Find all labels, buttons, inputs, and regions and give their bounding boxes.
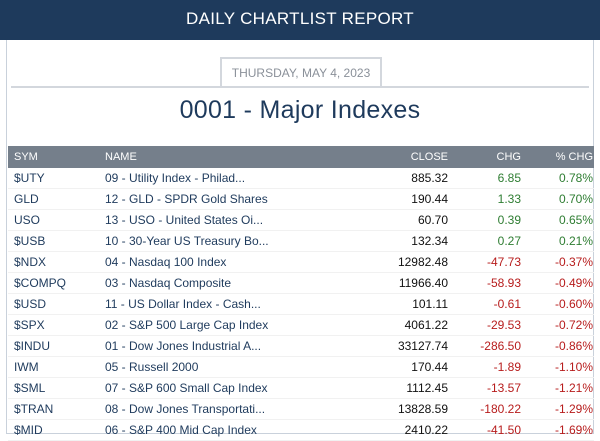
- report-header: DAILY CHARTLIST REPORT: [0, 0, 600, 40]
- close-value: 60.70: [417, 213, 448, 227]
- divider: [11, 86, 589, 88]
- percent-change-value: -1.69%: [554, 423, 593, 437]
- index-name-link[interactable]: 08 - Dow Jones Transportati...: [105, 402, 266, 416]
- symbol-link[interactable]: $SML: [14, 381, 46, 395]
- symbol-link[interactable]: $UTY: [14, 171, 45, 185]
- report-date: THURSDAY, MAY 4, 2023: [220, 57, 382, 86]
- change-value: -29.53: [486, 318, 521, 332]
- close-value: 4061.22: [404, 318, 448, 332]
- index-name-link[interactable]: 06 - S&P 400 Mid Cap Index: [105, 423, 257, 437]
- percent-change-value: -1.29%: [554, 402, 593, 416]
- report-panel: THURSDAY, MAY 4, 2023 0001 - Major Index…: [6, 40, 594, 441]
- index-name-link[interactable]: 11 - US Dollar Index - Cash...: [105, 297, 261, 311]
- table-row[interactable]: IWM 05 - Russell 2000 170.44 -1.89 -1.10%: [8, 357, 594, 378]
- percent-change-value: -0.49%: [554, 276, 593, 290]
- change-value: -13.57: [486, 381, 521, 395]
- percent-change-value: -1.21%: [554, 381, 593, 395]
- close-value: 132.34: [411, 234, 448, 248]
- close-value: 2410.22: [404, 423, 448, 437]
- percent-change-value: 0.65%: [558, 213, 593, 227]
- index-name-link[interactable]: 09 - Utility Index - Philad...: [105, 171, 246, 185]
- change-value: -41.50: [486, 423, 521, 437]
- column-header-close[interactable]: CLOSE: [410, 151, 448, 163]
- change-value: 6.85: [497, 171, 521, 185]
- percent-change-value: 0.70%: [558, 192, 593, 206]
- table-row[interactable]: $USD 11 - US Dollar Index - Cash... 101.11…: [8, 294, 594, 315]
- close-value: 13828.59: [397, 402, 448, 416]
- column-header-pct-chg[interactable]: % CHG: [555, 151, 593, 163]
- percent-change-value: -0.60%: [554, 297, 593, 311]
- percent-change-value: -1.10%: [554, 360, 593, 374]
- close-value: 33127.74: [397, 339, 448, 353]
- table-header: SYM NAME CLOSE CHG % CHG: [8, 146, 594, 168]
- percent-change-value: -0.37%: [554, 255, 593, 269]
- table-row[interactable]: $COMPQ 03 - Nasdaq Composite 11966.40 -58.9…: [8, 273, 594, 294]
- symbol-link[interactable]: $USB: [14, 234, 46, 248]
- percent-change-value: -0.86%: [554, 339, 593, 353]
- change-value: 0.27: [497, 234, 521, 248]
- index-name-link[interactable]: 04 - Nasdaq 100 Index: [105, 255, 227, 269]
- table-row[interactable]: $SML 07 - S&P 600 Small Cap Index 1112.45 -…: [8, 378, 594, 399]
- percent-change-value: 0.78%: [558, 171, 593, 185]
- index-name-link[interactable]: 10 - 30-Year US Treasury Bo...: [105, 234, 269, 248]
- close-value: 885.32: [411, 171, 448, 185]
- symbol-link[interactable]: $COMPQ: [14, 276, 67, 290]
- symbol-link[interactable]: USO: [14, 213, 41, 227]
- symbol-link[interactable]: GLD: [14, 192, 39, 206]
- symbol-link[interactable]: $NDX: [14, 255, 47, 269]
- change-value: -1.89: [493, 360, 521, 374]
- symbol-link[interactable]: $MID: [14, 423, 43, 437]
- column-header-name[interactable]: NAME: [105, 151, 137, 163]
- index-name-link[interactable]: 03 - Nasdaq Composite: [105, 276, 232, 290]
- table-row[interactable]: GLD 12 - GLD - SPDR Gold Shares 190.44 1.33…: [8, 189, 594, 210]
- close-value: 11966.40: [398, 276, 448, 290]
- symbol-link[interactable]: $USD: [14, 297, 47, 311]
- table-row[interactable]: $TRAN 08 - Dow Jones Transportati... 13828…: [8, 399, 594, 420]
- change-value: -0.61: [493, 297, 521, 311]
- table-body: $UTY 09 - Utility Index - Philad... 885.32…: [8, 168, 594, 441]
- index-name-link[interactable]: 02 - S&P 500 Large Cap Index: [105, 318, 269, 332]
- column-header-chg[interactable]: CHG: [496, 151, 521, 163]
- table-row[interactable]: $MID 06 - S&P 400 Mid Cap Index 2410.22 -41…: [8, 420, 594, 441]
- index-name-link[interactable]: 01 - Dow Jones Industrial A...: [105, 339, 262, 353]
- chartlist-title: 0001 - Major Indexes: [179, 96, 421, 124]
- symbol-link[interactable]: $TRAN: [14, 402, 54, 416]
- close-value: 101.11: [412, 297, 448, 311]
- change-value: 0.39: [497, 213, 521, 227]
- index-name-link[interactable]: 07 - S&P 600 Small Cap Index: [105, 381, 268, 395]
- table-row[interactable]: $SPX 02 - S&P 500 Large Cap Index 4061.22 -…: [8, 315, 594, 336]
- close-value: 190.44: [411, 192, 448, 206]
- column-header-sym[interactable]: SYM: [14, 151, 38, 163]
- indexes-table: SYM NAME CLOSE CHG % CHG $UTY 09 - Utilit…: [8, 146, 594, 441]
- change-value: -47.73: [486, 255, 521, 269]
- table-row[interactable]: USO 13 - USO - United States Oi... 60.70 0.…: [8, 210, 594, 231]
- index-name-link[interactable]: 13 - USO - United States Oi...: [105, 213, 264, 227]
- table-row[interactable]: $INDU 01 - Dow Jones Industrial A... 33127…: [8, 336, 594, 357]
- change-value: 1.33: [497, 192, 521, 206]
- index-name-link[interactable]: 12 - GLD - SPDR Gold Shares: [105, 192, 268, 206]
- table-row[interactable]: $USB 10 - 30-Year US Treasury Bo... 132.34…: [8, 231, 594, 252]
- close-value: 12982.48: [397, 255, 448, 269]
- change-value: -286.50: [480, 339, 521, 353]
- close-value: 1112.45: [406, 381, 448, 395]
- symbol-link[interactable]: $SPX: [14, 318, 45, 332]
- index-name-link[interactable]: 05 - Russell 2000: [105, 360, 199, 374]
- close-value: 170.44: [411, 360, 448, 374]
- table-row[interactable]: $UTY 09 - Utility Index - Philad... 885.32…: [8, 168, 594, 189]
- change-value: -180.22: [480, 402, 521, 416]
- table-row[interactable]: $NDX 04 - Nasdaq 100 Index 12982.48 -47.73 -…: [8, 252, 594, 273]
- percent-change-value: 0.21%: [558, 234, 593, 248]
- change-value: -58.93: [486, 276, 521, 290]
- symbol-link[interactable]: $INDU: [14, 339, 51, 353]
- symbol-link[interactable]: IWM: [14, 360, 39, 374]
- percent-change-value: -0.72%: [554, 318, 593, 332]
